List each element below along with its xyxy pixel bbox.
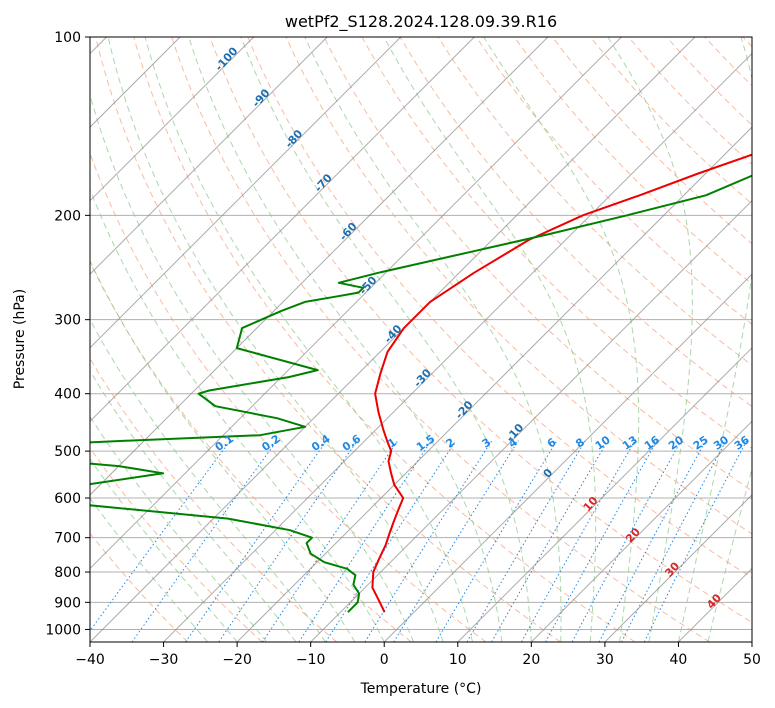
- isotherms: [90, 37, 752, 642]
- x-tick-label: 50: [743, 652, 761, 668]
- x-tick-label: 0: [380, 652, 389, 668]
- x-tick-label: −10: [296, 652, 326, 668]
- y-tick-label: 800: [54, 565, 81, 581]
- mixing-ratio-line: [364, 440, 493, 642]
- moist-adiabat: [90, 188, 385, 642]
- moist-adiabat: [90, 318, 326, 642]
- mixing-ratio-line: [90, 440, 231, 632]
- chart-title: wetPf2_S128.2024.128.09.39.R16: [285, 12, 557, 32]
- mixing-ratio-line: [521, 440, 636, 642]
- y-tick-label: 900: [54, 595, 81, 611]
- moist-adiabat: [304, 37, 562, 642]
- moist-adiabat: [607, 37, 693, 642]
- isotherm: [90, 37, 402, 349]
- moist-adiabat: [90, 415, 267, 642]
- plot-frame: [89, 36, 753, 643]
- dewpoint-line: [90, 174, 752, 613]
- moist-adiabat: [383, 37, 597, 642]
- isotherm: [604, 494, 752, 642]
- moist-adiabat: [188, 37, 503, 642]
- isotherm: [457, 347, 752, 642]
- mixing-ratio-line: [545, 440, 658, 642]
- mixing-ratio-line: [218, 440, 358, 642]
- isotherm: [90, 37, 696, 642]
- dry-adiabat: [513, 37, 752, 285]
- x-tick-label: 30: [596, 652, 614, 668]
- mixing-ratio-line: [435, 440, 558, 642]
- y-tick-label: 100: [54, 30, 81, 46]
- mixing-ratio-line: [643, 440, 748, 642]
- y-axis-ticks: 100 200 300 400 500 600 700 800 900 1000: [45, 30, 90, 638]
- x-axis-label: Temperature (°C): [360, 681, 482, 697]
- x-tick-label: −30: [149, 652, 179, 668]
- profile-lines: [90, 153, 752, 613]
- y-tick-label: 400: [54, 387, 81, 403]
- moist-adiabat: [707, 467, 752, 642]
- dry-adiabat: [285, 37, 752, 535]
- isotherm: [90, 37, 328, 275]
- plot-area: [90, 37, 752, 642]
- isotherm: [310, 199, 752, 642]
- y-tick-label: 1000: [45, 622, 81, 638]
- temperature-line: [371, 153, 752, 613]
- y-tick-label: 700: [54, 531, 81, 547]
- isotherm: [90, 37, 475, 423]
- dry-adiabat: [323, 37, 752, 492]
- isotherm: [90, 37, 622, 570]
- x-tick-label: 40: [670, 652, 688, 668]
- dry-adiabat: [247, 37, 752, 579]
- x-tick-label: −20: [222, 652, 252, 668]
- mixing-ratio-line: [185, 440, 328, 642]
- moist-adiabat: [107, 37, 444, 642]
- mixing-ratio-line: [298, 440, 432, 642]
- dry-adiabat: [90, 446, 263, 642]
- moist-adiabat: [144, 37, 473, 642]
- y-tick-label: 300: [54, 313, 81, 329]
- dry-adiabat: [90, 357, 338, 642]
- moist-adiabat: [677, 37, 752, 642]
- dry-adiabats: [90, 37, 752, 642]
- moist-adiabat: [90, 259, 356, 642]
- y-tick-label: 600: [54, 491, 81, 507]
- moist-adiabat: [90, 369, 297, 642]
- moist-adiabat: [240, 37, 532, 642]
- moist-adiabat: [483, 37, 640, 642]
- dry-adiabat: [209, 37, 752, 623]
- isotherm: [90, 37, 255, 202]
- isotherm: [236, 126, 752, 642]
- isotherm: [90, 37, 549, 496]
- x-tick-label: −40: [75, 652, 105, 668]
- x-axis-ticks: −40 −30 −20 −10 0 10 20 30 40 50: [75, 642, 761, 668]
- mixing-ratio-line: [571, 440, 682, 642]
- pressure-gridlines: [90, 36, 752, 630]
- y-tick-label: 200: [54, 208, 81, 224]
- mixing-ratio-line: [262, 440, 399, 642]
- y-axis-label: Pressure (hPa): [12, 289, 28, 389]
- mixing-ratio-line: [131, 440, 278, 642]
- dry-adiabat: [95, 37, 561, 642]
- mixing-ratio-lines: [90, 440, 748, 642]
- isotherm: [383, 273, 752, 642]
- moist-adiabat: [90, 457, 238, 642]
- x-tick-label: 20: [522, 652, 540, 668]
- isotherm: [163, 52, 752, 642]
- isotherm: [530, 420, 752, 642]
- x-tick-label: 10: [449, 652, 467, 668]
- moist-adiabat: [90, 497, 209, 642]
- dry-adiabat: [171, 37, 710, 642]
- y-tick-label: 500: [54, 444, 81, 460]
- mixing-ratio-line: [466, 440, 586, 642]
